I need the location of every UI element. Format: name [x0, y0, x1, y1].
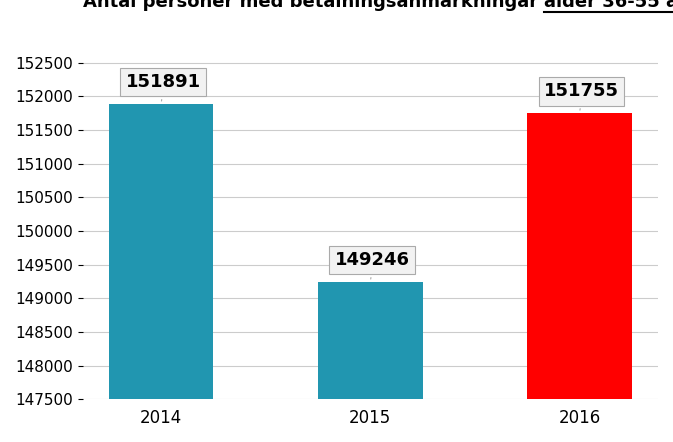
- Bar: [527, 113, 632, 442]
- Text: Antal personer med betalningsanmärkningar: Antal personer med betalningsanmärkninga…: [83, 0, 544, 11]
- Text: 149246: 149246: [334, 251, 410, 279]
- Bar: [109, 104, 213, 442]
- Text: ålder 36-55 år: ålder 36-55 år: [544, 0, 673, 11]
- Text: 151891: 151891: [125, 73, 201, 101]
- Bar: [318, 282, 423, 442]
- Text: 151755: 151755: [544, 82, 619, 110]
